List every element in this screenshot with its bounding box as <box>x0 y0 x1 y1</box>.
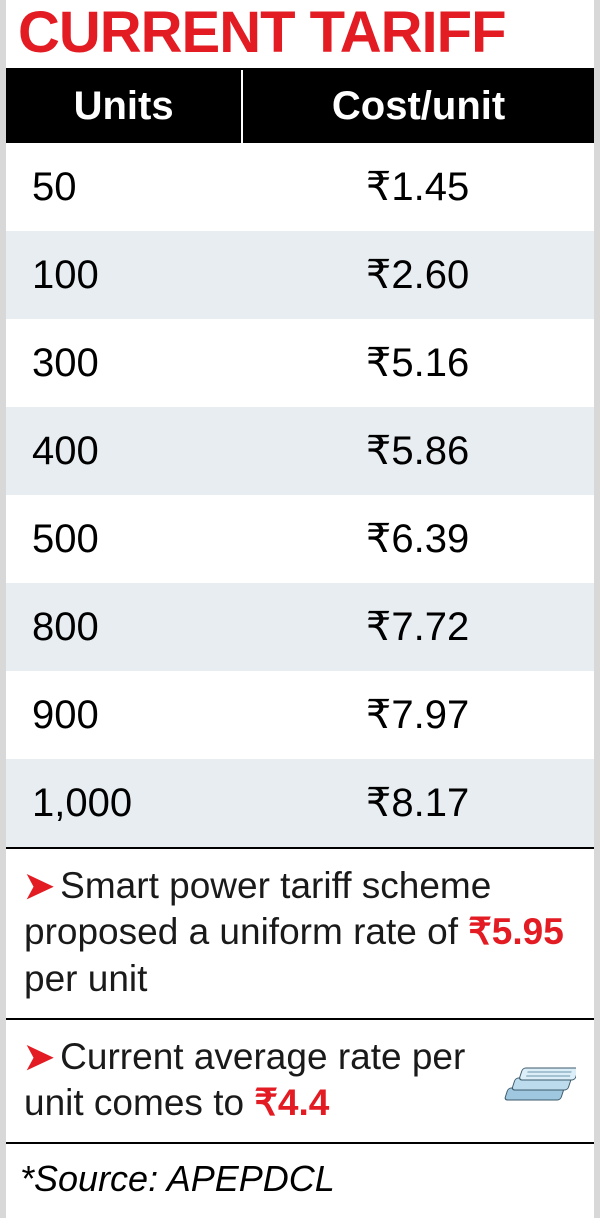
col-header-cost: Cost/unit <box>241 70 594 143</box>
cell-cost: ₹8.17 <box>241 780 594 826</box>
cell-cost: ₹5.86 <box>241 428 594 474</box>
cell-units: 50 <box>6 165 241 210</box>
notes-section: ➤Smart power tariff scheme proposed a un… <box>6 847 594 1144</box>
source-prefix: *Source: <box>20 1158 167 1199</box>
note2-text-pre: Current average rate per unit comes to <box>24 1036 465 1123</box>
table-row: 50₹1.45 <box>6 143 594 231</box>
note-average-rate: ➤Current average rate per unit comes to … <box>6 1020 594 1145</box>
tariff-card: CURRENT TARIFF Units Cost/unit 50₹1.4510… <box>6 0 594 1218</box>
cell-cost: ₹6.39 <box>241 516 594 562</box>
cell-cost: ₹1.45 <box>241 164 594 210</box>
note-smart-tariff: ➤Smart power tariff scheme proposed a un… <box>6 849 594 1020</box>
col-header-units: Units <box>6 70 241 143</box>
source-name: APEPDCL <box>167 1158 335 1199</box>
table-body: 50₹1.45100₹2.60300₹5.16400₹5.86500₹6.398… <box>6 143 594 847</box>
card-title: CURRENT TARIFF <box>6 0 594 68</box>
table-row: 1,000₹8.17 <box>6 759 594 847</box>
cell-cost: ₹7.72 <box>241 604 594 650</box>
tariff-table: Units Cost/unit 50₹1.45100₹2.60300₹5.164… <box>6 68 594 847</box>
cell-units: 100 <box>6 253 241 298</box>
cell-units: 1,000 <box>6 781 241 826</box>
note1-highlight: ₹5.95 <box>468 911 564 952</box>
table-row: 800₹7.72 <box>6 583 594 671</box>
cell-cost: ₹5.16 <box>241 340 594 386</box>
note1-text-post: per unit <box>24 958 147 999</box>
table-row: 100₹2.60 <box>6 231 594 319</box>
cell-units: 800 <box>6 605 241 650</box>
bullet-arrow-icon: ➤ <box>24 865 54 906</box>
cell-units: 900 <box>6 693 241 738</box>
table-row: 400₹5.86 <box>6 407 594 495</box>
bullet-arrow-icon: ➤ <box>24 1036 54 1077</box>
table-header-row: Units Cost/unit <box>6 70 594 143</box>
cell-units: 500 <box>6 517 241 562</box>
table-row: 900₹7.97 <box>6 671 594 759</box>
cell-units: 400 <box>6 429 241 474</box>
cell-cost: ₹2.60 <box>241 252 594 298</box>
cell-cost: ₹7.97 <box>241 692 594 738</box>
note2-highlight: ₹4.4 <box>254 1082 329 1123</box>
source-line: *Source: APEPDCL <box>6 1144 594 1218</box>
money-stack-icon <box>498 1058 576 1110</box>
note1-text-pre: Smart power tariff scheme proposed a uni… <box>24 865 491 952</box>
table-row: 300₹5.16 <box>6 319 594 407</box>
cell-units: 300 <box>6 341 241 386</box>
table-row: 500₹6.39 <box>6 495 594 583</box>
